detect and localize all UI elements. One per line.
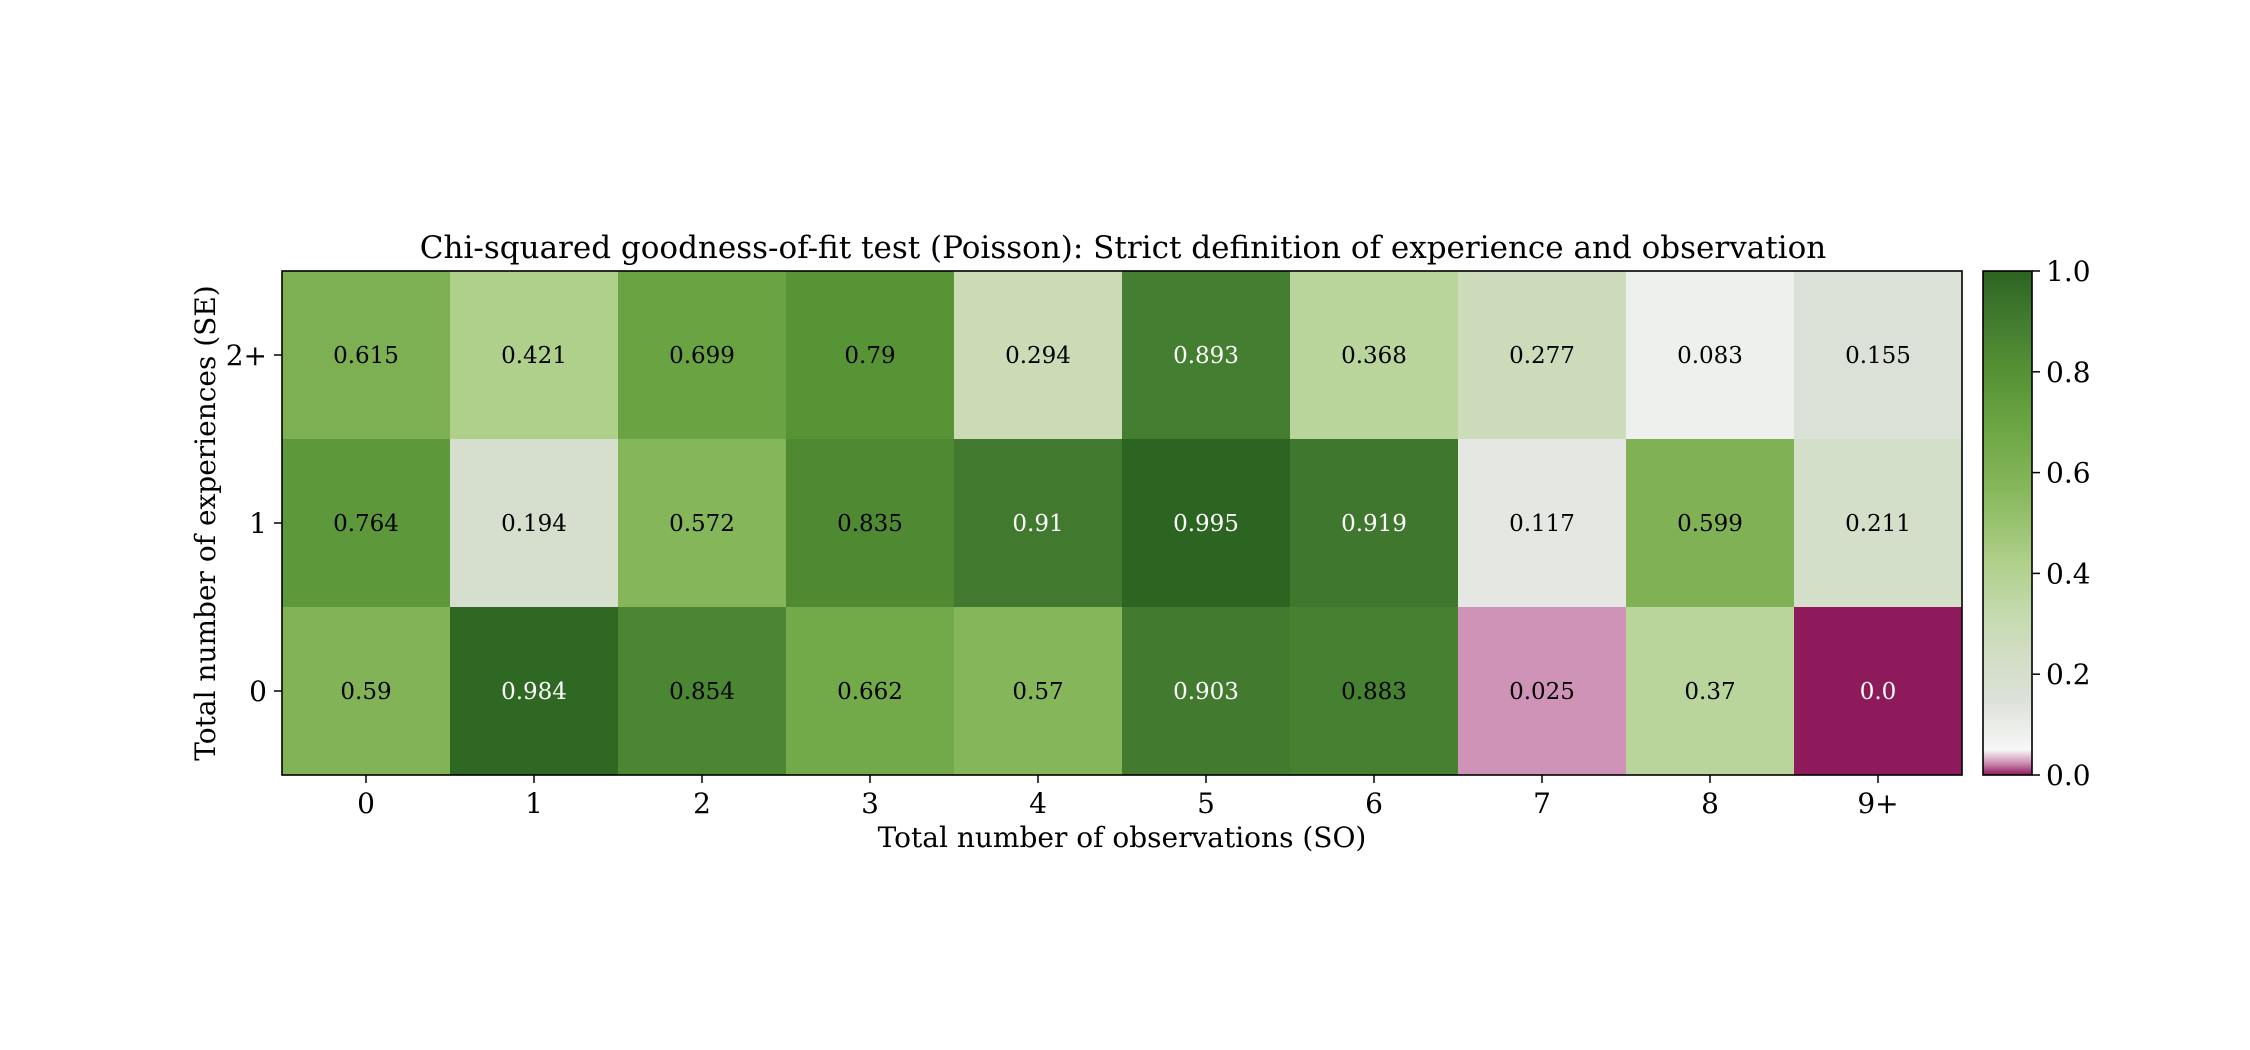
heatmap-cell: [618, 271, 787, 440]
heatmap-cell: [786, 271, 955, 440]
cell-value-label: 0.91: [1012, 511, 1063, 537]
cell-value-label: 0.37: [1684, 679, 1735, 705]
colorbar-tick-label: 1.0: [2046, 255, 2091, 288]
y-tick-label: 0: [249, 675, 267, 708]
heatmap-cell: [1290, 271, 1459, 440]
cell-value-label: 0.919: [1341, 511, 1407, 537]
heatmap-cell: [282, 607, 451, 776]
cell-value-label: 0.662: [837, 679, 903, 705]
heatmap-cell: [1794, 607, 1963, 776]
cell-value-label: 0.025: [1509, 679, 1575, 705]
y-axis: 2+ 1 0: [226, 339, 282, 708]
cell-value-label: 0.854: [669, 679, 735, 705]
heatmap-cell: [282, 439, 451, 608]
cell-value-label: 0.0: [1860, 679, 1897, 705]
cell-value-label: 0.211: [1845, 511, 1911, 537]
colorbar: 0.0 0.2 0.4 0.6 0.8 1.0: [1982, 255, 2091, 792]
heatmap-cell: [450, 607, 619, 776]
cell-value-label: 0.893: [1173, 343, 1239, 369]
heatmap-cell: [1290, 607, 1459, 776]
cell-value-label: 0.903: [1173, 679, 1239, 705]
heatmap-cell: [954, 607, 1123, 776]
heatmap-cell: [450, 439, 619, 608]
heatmap-cell: [1794, 271, 1963, 440]
heatmap-cell: [1122, 271, 1291, 440]
x-tick-label: 4: [1029, 787, 1047, 820]
heatmap-cell: [618, 439, 787, 608]
colorbar-tick-label: 0.2: [2046, 658, 2091, 691]
cell-value-label: 0.155: [1845, 343, 1911, 369]
x-axis-label: Total number of observations (SO): [878, 821, 1367, 854]
cell-value-label: 0.277: [1509, 343, 1575, 369]
y-axis-label: Total number of experiences (SE): [189, 285, 222, 760]
y-tick-label: 1: [249, 507, 267, 540]
cell-value-label: 0.835: [837, 511, 903, 537]
x-tick-label: 8: [1701, 787, 1719, 820]
heatmap-cell: [618, 607, 787, 776]
cell-value-label: 0.57: [1012, 679, 1063, 705]
cell-value-label: 0.083: [1677, 343, 1743, 369]
cell-value-labels: 0.615 0.421 0.699 0.79 0.294 0.893 0.368 0.277 0…: [333, 343, 1911, 705]
cell-value-label: 0.572: [669, 511, 735, 537]
colorbar-tick-label: 0.4: [2046, 557, 2091, 590]
heatmap-cell: [1458, 607, 1627, 776]
cell-value-label: 0.995: [1173, 511, 1239, 537]
colorbar-tick-label: 0.0: [2046, 759, 2091, 792]
heatmap-cell: [1122, 607, 1291, 776]
cell-value-label: 0.615: [333, 343, 399, 369]
x-tick-label: 1: [525, 787, 543, 820]
heatmap-cell: [1122, 439, 1291, 608]
heatmap-cell: [954, 271, 1123, 440]
cell-value-label: 0.194: [501, 511, 567, 537]
heatmap-cell: [1626, 271, 1795, 440]
colorbar-ticks: 0.0 0.2 0.4 0.6 0.8 1.0: [2032, 255, 2091, 792]
cell-value-label: 0.79: [844, 343, 895, 369]
cell-value-label: 0.368: [1341, 343, 1407, 369]
heatmap-cells: [282, 271, 1963, 776]
cell-value-label: 0.59: [340, 679, 391, 705]
cell-value-label: 0.764: [333, 511, 399, 537]
x-tick-label: 2: [693, 787, 711, 820]
cell-value-label: 0.699: [669, 343, 735, 369]
cell-value-label: 0.421: [501, 343, 567, 369]
heatmap-cell: [786, 607, 955, 776]
x-tick-label: 5: [1197, 787, 1215, 820]
heatmap-cell: [1458, 439, 1627, 608]
x-tick-label: 0: [357, 787, 375, 820]
x-tick-label: 3: [861, 787, 879, 820]
y-tick-label: 2+: [226, 339, 267, 372]
heatmap-cell: [1626, 607, 1795, 776]
heatmap-cell: [954, 439, 1123, 608]
colorbar-tick-label: 0.8: [2046, 356, 2091, 389]
cell-value-label: 0.883: [1341, 679, 1407, 705]
heatmap-cell: [1458, 271, 1627, 440]
heatmap-cell: [450, 271, 619, 440]
colorbar-gradient: [1982, 270, 2033, 776]
cell-value-label: 0.984: [501, 679, 567, 705]
chart-title: Chi-squared goodness-of-fit test (Poisso…: [420, 230, 1826, 266]
x-tick-label: 9+: [1857, 787, 1898, 820]
heatmap-cell: [1290, 439, 1459, 608]
cell-value-label: 0.294: [1005, 343, 1071, 369]
x-axis: 0 1 2 3 4 5 6 7 8 9+: [357, 775, 1899, 820]
x-tick-label: 6: [1365, 787, 1383, 820]
cell-value-label: 0.117: [1509, 511, 1575, 537]
heatmap-cell: [786, 439, 955, 608]
cell-value-label: 0.599: [1677, 511, 1743, 537]
heatmap-cell: [282, 271, 451, 440]
heatmap-cell: [1794, 439, 1963, 608]
heatmap-cell: [1626, 439, 1795, 608]
colorbar-tick-label: 0.6: [2046, 457, 2091, 490]
x-tick-label: 7: [1533, 787, 1551, 820]
